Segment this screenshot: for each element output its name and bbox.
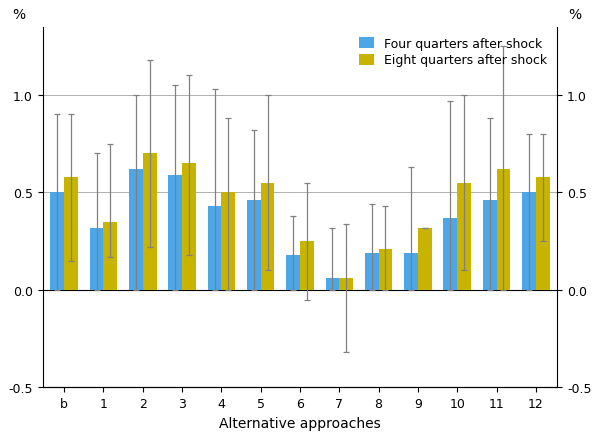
Bar <box>497 170 510 290</box>
Bar <box>404 253 418 290</box>
X-axis label: Alternative approaches: Alternative approaches <box>219 416 381 430</box>
Bar <box>522 193 536 290</box>
Bar <box>340 279 353 290</box>
Bar <box>129 170 143 290</box>
Bar <box>457 183 471 290</box>
Bar <box>300 242 314 290</box>
Bar <box>64 177 78 290</box>
Text: %: % <box>569 8 581 22</box>
Bar <box>365 253 379 290</box>
Bar <box>443 218 457 290</box>
Text: %: % <box>12 8 25 22</box>
Bar <box>286 255 300 290</box>
Bar <box>169 176 182 290</box>
Bar <box>260 183 274 290</box>
Bar <box>50 193 64 290</box>
Bar <box>483 201 497 290</box>
Bar <box>536 177 550 290</box>
Bar <box>208 207 221 290</box>
Bar <box>221 193 235 290</box>
Legend: Four quarters after shock, Eight quarters after shock: Four quarters after shock, Eight quarter… <box>356 34 551 71</box>
Bar <box>379 249 392 290</box>
Bar <box>326 279 340 290</box>
Bar <box>418 228 431 290</box>
Bar <box>103 222 117 290</box>
Bar <box>182 164 196 290</box>
Bar <box>90 228 103 290</box>
Bar <box>143 154 157 290</box>
Bar <box>247 201 260 290</box>
